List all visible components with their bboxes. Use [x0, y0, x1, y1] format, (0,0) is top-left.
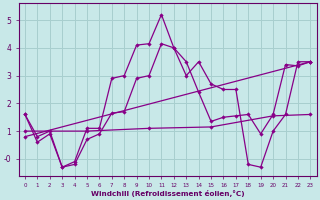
X-axis label: Windchill (Refroidissement éolien,°C): Windchill (Refroidissement éolien,°C) [91, 190, 244, 197]
